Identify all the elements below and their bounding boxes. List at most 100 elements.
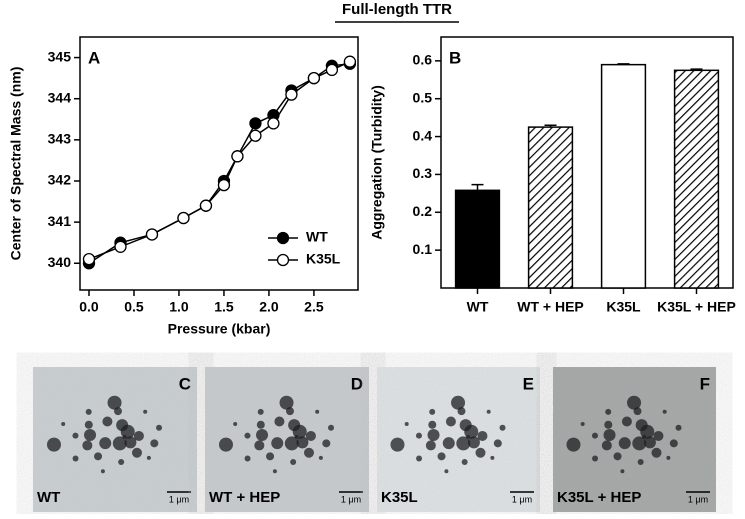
aggregate [444,469,449,474]
y-tick-label: 343 [48,131,72,147]
aggregate [445,416,456,427]
aggregate [131,447,142,458]
y-tick-label: 0.3 [413,165,433,181]
aggregate [72,455,79,462]
marker [231,150,244,163]
x-tick-label: K35L + HEP [657,299,736,315]
micrograph: F K35L + HEP 1 μm [553,367,716,512]
marker [325,63,339,77]
aggregate [46,437,61,452]
aggregate [477,430,488,441]
aggregate [99,437,112,450]
marker [217,178,231,192]
marker [114,240,127,253]
scale-label: 1 μm [169,494,189,504]
aggregate [632,436,647,451]
aggregate [133,430,144,441]
aggregate [486,409,491,414]
y-axis-label: Aggregation (Turbidity) [369,85,385,240]
aggregate [284,436,299,451]
aggregate [651,447,662,458]
aggregate [266,452,275,461]
aggregate [620,469,625,474]
aggregate [475,447,486,458]
aggregate [390,437,405,452]
y-tick-label: 0.4 [413,127,433,143]
aggregate [218,437,233,452]
aggregate [61,422,66,427]
aggregate [429,408,436,415]
x-axis-label: Pressure (kbar) [168,321,271,337]
aggregate [85,408,92,415]
aggregate [666,455,671,460]
y-tick-label: 0.1 [413,241,433,257]
x-tick-label: WT [467,299,489,315]
aggregate [82,440,93,451]
aggregate [146,455,151,460]
aggregate [591,432,598,439]
marker [343,55,357,68]
legend-marker [276,253,290,267]
aggregate [322,439,331,448]
aggregate [605,408,612,415]
marker [249,117,262,130]
y-tick-label: 345 [48,48,72,64]
x-tick-label: 0.0 [79,299,99,315]
scale-label: 1 μm [512,494,532,504]
aggregate [244,432,251,439]
aggregate [143,409,148,414]
marker [285,88,298,101]
aggregate [279,395,294,410]
micrograph: C WT 1 μm [33,367,197,512]
marker [307,71,321,85]
aggregate [296,436,309,449]
y-tick-label: 0.2 [413,203,433,219]
aggregate [601,440,612,451]
aggregate [272,469,277,474]
plot-frame [440,36,734,289]
x-tick-label: K35L [606,299,641,315]
y-tick-label: 0.5 [413,89,433,105]
bar [673,69,720,289]
aggregate [118,458,125,465]
marker [145,228,159,241]
x-tick-label: 0.5 [124,299,144,315]
aggregate [425,440,436,451]
aggregate [604,420,613,429]
aggregate [461,458,468,465]
bar [454,189,501,289]
aggregate [459,419,472,432]
aggregate [437,452,446,461]
aggregate [318,455,323,460]
aggregate [150,439,159,448]
aggregate [613,452,622,461]
y-tick-label: 342 [48,172,72,188]
aggregate [669,439,678,448]
panel-letter: A [88,48,100,67]
aggregate [592,455,599,462]
condition-label: WT [37,489,60,506]
condition-label: K35L [381,489,418,506]
error-bar [471,183,484,191]
scale-label: 1 μm [688,494,708,504]
aggregate [124,436,137,449]
aggregate [456,436,471,451]
aggregate [428,420,437,429]
aggregate [254,440,265,451]
y-tick-label: 341 [48,213,72,229]
aggregate [451,395,466,410]
error-bar [617,63,630,65]
aggregate [315,409,320,414]
aggregate [290,458,297,465]
aggregate [653,430,664,441]
aggregate [274,416,285,427]
aggregate [675,424,682,431]
marker [177,211,190,225]
x-tick-label: 2.0 [259,299,279,315]
aggregate [256,420,265,429]
x-tick-label: 1.5 [214,299,234,315]
aggregate [427,429,440,442]
panel-letter: E [523,374,534,393]
aggregate [84,420,93,429]
